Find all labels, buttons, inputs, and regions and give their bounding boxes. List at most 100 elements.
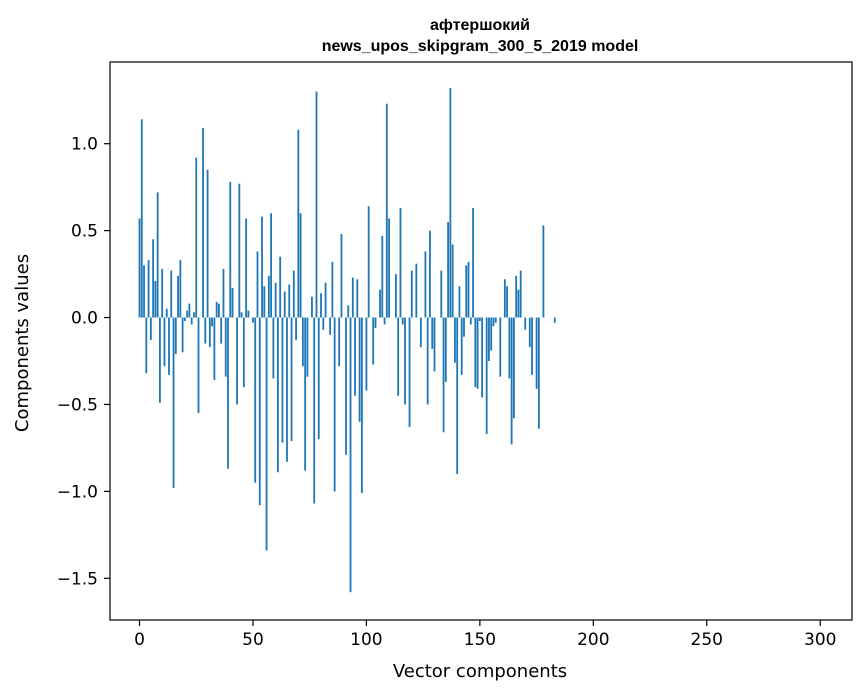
bar (181, 317, 184, 353)
bar (345, 317, 347, 455)
bar (492, 317, 495, 327)
bar (292, 270, 295, 318)
bar (451, 244, 454, 318)
bar (415, 263, 418, 318)
bar (515, 275, 518, 318)
bar (460, 317, 463, 375)
x-tick-label: 150 (464, 630, 496, 650)
bar (301, 317, 304, 367)
bar (183, 317, 186, 322)
bar (231, 287, 234, 318)
bar (426, 317, 429, 405)
bar (197, 317, 200, 414)
bar (274, 282, 277, 318)
bar (347, 305, 350, 318)
bar (177, 275, 179, 318)
bar (478, 317, 481, 322)
bar (517, 289, 520, 318)
bar (331, 261, 334, 318)
bar (156, 192, 159, 318)
bar (531, 317, 533, 375)
bar (159, 317, 161, 403)
bar (399, 208, 402, 318)
bar (218, 303, 220, 318)
bar (286, 317, 288, 462)
bar (322, 317, 325, 330)
bar (202, 128, 204, 318)
bar (444, 317, 447, 382)
bar (224, 317, 227, 377)
bar (542, 225, 545, 318)
bar (267, 275, 270, 318)
bar (388, 218, 391, 318)
bar (349, 317, 352, 593)
bar (170, 270, 173, 318)
bar (499, 317, 502, 377)
bar (174, 317, 177, 355)
bar (490, 317, 493, 351)
bar (242, 317, 245, 388)
bar (281, 317, 284, 443)
bar (553, 317, 556, 323)
bar (172, 317, 175, 488)
bar (395, 274, 397, 318)
x-axis: 0 50 100 150 200 250 300 (134, 620, 836, 650)
bar (456, 317, 459, 474)
bar (519, 270, 522, 318)
x-axis-label: Vector components (393, 661, 567, 682)
bar (469, 317, 472, 325)
bar (508, 317, 511, 379)
bar (537, 317, 540, 429)
bar (381, 235, 384, 318)
bar (252, 317, 254, 323)
bar (313, 317, 316, 504)
bar (190, 317, 193, 325)
bar (472, 208, 474, 318)
bar (351, 277, 354, 318)
bar (211, 317, 214, 327)
bar (188, 303, 191, 318)
bar (168, 317, 170, 375)
bar (449, 88, 452, 318)
x-tick-label: 250 (691, 630, 723, 650)
bar (338, 317, 341, 367)
bar (506, 286, 509, 318)
bar (272, 317, 275, 379)
x-tick-label: 50 (242, 630, 264, 650)
bar (447, 221, 450, 318)
bar (186, 310, 189, 318)
bar (161, 268, 164, 318)
y-tick-label: −0.5 (57, 395, 98, 415)
bar (279, 256, 282, 318)
bar (494, 317, 497, 323)
chart-subtitle: news_upos_skipgram_300_5_2019 model (322, 38, 639, 55)
x-tick-label: 300 (804, 630, 836, 650)
bar (247, 310, 250, 318)
bar (204, 317, 207, 344)
bar (524, 317, 527, 330)
bar (236, 317, 238, 405)
chart-title: афтершокий (430, 17, 530, 34)
bar (140, 119, 143, 318)
bar (433, 317, 436, 372)
bar (324, 282, 327, 318)
bar (299, 213, 302, 318)
y-tick-label: −1.0 (57, 482, 98, 502)
bar (419, 317, 422, 348)
bars-group (138, 88, 556, 593)
bar (229, 181, 232, 318)
x-tick-label: 0 (134, 630, 145, 650)
bar (465, 265, 468, 318)
bar (283, 291, 286, 318)
bar (365, 317, 368, 391)
bar (206, 169, 209, 318)
y-axis-label: Components values (12, 254, 33, 432)
bar (510, 317, 513, 445)
y-tick-label: −1.5 (57, 569, 98, 589)
bar (429, 230, 431, 318)
bar (145, 317, 148, 374)
bar (408, 317, 411, 428)
bar (147, 260, 150, 318)
bar (440, 270, 443, 318)
y-tick-label: 0.5 (71, 222, 98, 242)
